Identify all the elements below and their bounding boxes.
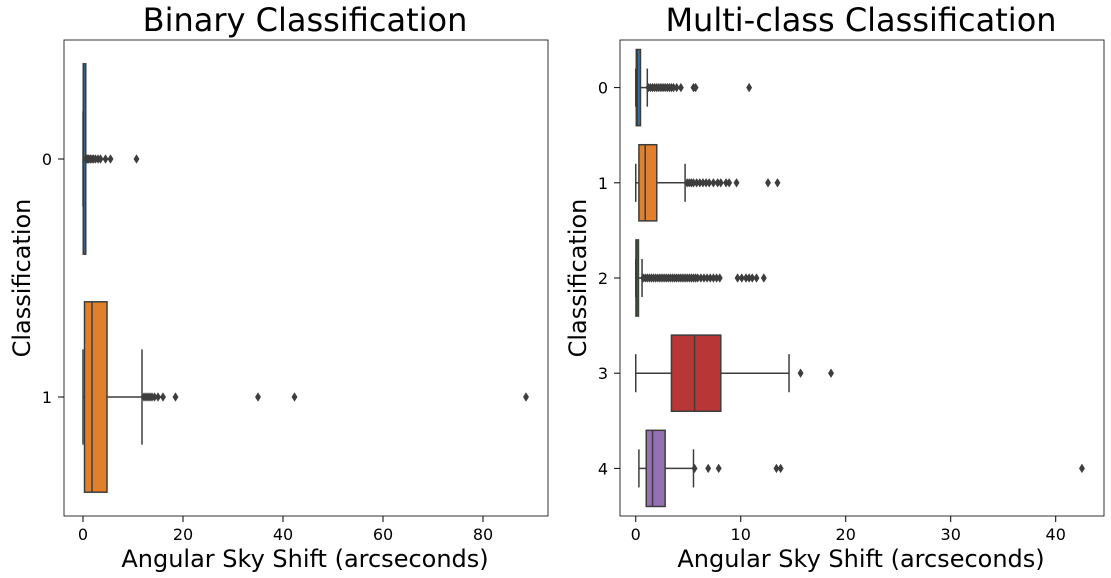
outlier-point	[749, 273, 756, 283]
y-tick-label: 3	[598, 364, 608, 383]
box-2	[634, 239, 767, 317]
box-3	[634, 334, 835, 413]
outlier-point	[523, 392, 529, 402]
x-axis-label: Angular Sky Shift (arcseconds)	[677, 545, 1044, 573]
x-axis-ticks: 0 20 40 60 80	[78, 516, 493, 544]
x-tick-label: 40	[273, 525, 293, 544]
outlier-point	[155, 392, 161, 402]
outlier-point	[691, 463, 698, 474]
y-tick-label: 1	[42, 388, 52, 407]
outlier-point	[828, 368, 835, 378]
y-tick-label: 0	[42, 150, 52, 169]
outlier-point	[133, 154, 140, 164]
outlier-point	[172, 392, 179, 402]
outlier-point	[760, 273, 767, 283]
box-1	[634, 143, 781, 222]
box-1	[82, 301, 529, 493]
outlier-point	[705, 463, 712, 474]
box-marks	[82, 63, 529, 493]
outlier-point	[773, 463, 780, 474]
multiclass-classification-panel: Multi-class Classification 0 10 20 30 40 0 1 2…	[564, 1, 1105, 573]
box-marks	[634, 48, 1085, 508]
y-tick-label: 0	[598, 79, 608, 98]
x-tick-label: 0	[631, 525, 641, 544]
outlier-point	[291, 392, 298, 402]
y-tick-label: 2	[598, 269, 608, 288]
iqr-box	[83, 301, 108, 493]
outlier-point	[673, 82, 680, 93]
outlier-point	[160, 392, 166, 402]
x-tick-label: 30	[941, 525, 961, 544]
outlier-point	[97, 154, 104, 164]
outlier-point	[717, 178, 724, 188]
outlier-point	[715, 463, 722, 474]
y-tick-label: 1	[598, 174, 608, 193]
outlier-point	[677, 82, 684, 93]
x-tick-label: 0	[78, 525, 88, 544]
outlier-point	[102, 154, 109, 164]
outlier-point	[726, 178, 733, 188]
outlier-point	[765, 178, 772, 188]
x-tick-label: 60	[373, 525, 393, 544]
outlier-point	[733, 178, 740, 188]
x-tick-label: 80	[473, 525, 493, 544]
outlier-point	[774, 178, 781, 188]
x-tick-label: 20	[836, 525, 856, 544]
outlier-point	[107, 154, 114, 164]
iqr-box	[635, 48, 642, 127]
box-0	[82, 63, 140, 255]
outlier-point	[716, 273, 723, 283]
y-axis-label: Classification	[564, 199, 592, 358]
y-axis-ticks: 01	[42, 150, 64, 407]
y-axis-label: Classification	[8, 199, 36, 358]
y-axis-ticks: 0 1 2 3 4	[598, 79, 620, 478]
binary-classification-panel: Binary Classification 0 20 40 60 80 01 Angul…	[8, 1, 549, 573]
iqr-box	[638, 143, 658, 222]
plot-area-frame	[63, 39, 549, 517]
chart-title: Multi-class Classification	[665, 1, 1056, 39]
iqr-box	[645, 429, 666, 508]
box-4	[638, 429, 1085, 508]
outlier-point	[777, 463, 784, 474]
x-tick-label: 40	[1046, 525, 1066, 544]
x-axis-ticks: 0 10 20 30 40	[631, 516, 1066, 544]
outlier-point	[797, 368, 804, 378]
x-tick-label: 10	[731, 525, 751, 544]
outlier-point	[738, 273, 745, 283]
outlier-point	[706, 178, 713, 188]
outlier-point	[746, 82, 753, 93]
outlier-point	[692, 82, 699, 93]
outlier-point	[734, 273, 741, 283]
outlier-point	[710, 178, 717, 188]
y-tick-label: 4	[598, 459, 608, 478]
outlier-point	[753, 273, 760, 283]
chart-title: Binary Classification	[143, 1, 468, 39]
outlier-point	[1078, 463, 1085, 474]
iqr-box	[670, 334, 722, 413]
outlier-point	[255, 392, 261, 402]
box-0	[634, 48, 753, 127]
x-axis-label: Angular Sky Shift (arcseconds)	[121, 545, 488, 573]
x-tick-label: 20	[173, 525, 193, 544]
